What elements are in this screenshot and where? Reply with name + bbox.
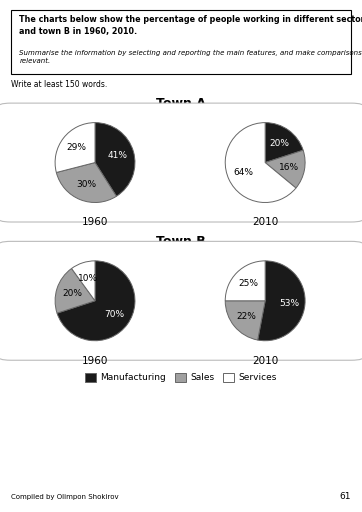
Text: 2010: 2010 xyxy=(252,356,278,366)
Text: 41%: 41% xyxy=(108,152,128,160)
Text: 2010: 2010 xyxy=(252,218,278,227)
Text: 25%: 25% xyxy=(238,280,258,288)
Text: 1960: 1960 xyxy=(82,218,108,227)
Text: 10%: 10% xyxy=(77,273,98,283)
Wedge shape xyxy=(258,261,305,340)
FancyBboxPatch shape xyxy=(0,103,362,222)
Text: Town B: Town B xyxy=(156,236,206,248)
Text: 64%: 64% xyxy=(233,168,253,177)
Wedge shape xyxy=(55,268,95,313)
Text: Summarise the information by selecting and reporting the main features, and make: Summarise the information by selecting a… xyxy=(19,50,362,63)
Wedge shape xyxy=(225,122,296,202)
Text: 70%: 70% xyxy=(104,310,125,319)
Legend: Manufacturing, Sales, Services: Manufacturing, Sales, Services xyxy=(81,369,281,386)
Wedge shape xyxy=(56,163,117,202)
FancyBboxPatch shape xyxy=(11,10,351,74)
Text: 22%: 22% xyxy=(237,312,257,321)
Wedge shape xyxy=(225,301,265,340)
Wedge shape xyxy=(225,261,265,301)
Text: Write at least 150 words.: Write at least 150 words. xyxy=(11,80,107,89)
Text: The charts below show the percentage of people working in different sectors in t: The charts below show the percentage of … xyxy=(19,15,362,35)
Text: 53%: 53% xyxy=(279,298,299,308)
Wedge shape xyxy=(57,261,135,340)
Wedge shape xyxy=(55,122,95,173)
Text: 30%: 30% xyxy=(76,180,96,189)
Text: 20%: 20% xyxy=(62,289,82,298)
Text: 20%: 20% xyxy=(269,139,289,147)
Text: Compiled by Olimpon Shokirov: Compiled by Olimpon Shokirov xyxy=(11,494,118,500)
Text: 1960: 1960 xyxy=(82,356,108,366)
Wedge shape xyxy=(265,122,303,163)
Text: Town A: Town A xyxy=(156,97,206,110)
Text: 29%: 29% xyxy=(66,143,86,153)
Wedge shape xyxy=(265,150,305,188)
Text: 16%: 16% xyxy=(279,162,299,172)
Wedge shape xyxy=(95,122,135,196)
Text: 61: 61 xyxy=(340,492,351,501)
Wedge shape xyxy=(72,261,95,301)
FancyBboxPatch shape xyxy=(0,241,362,360)
